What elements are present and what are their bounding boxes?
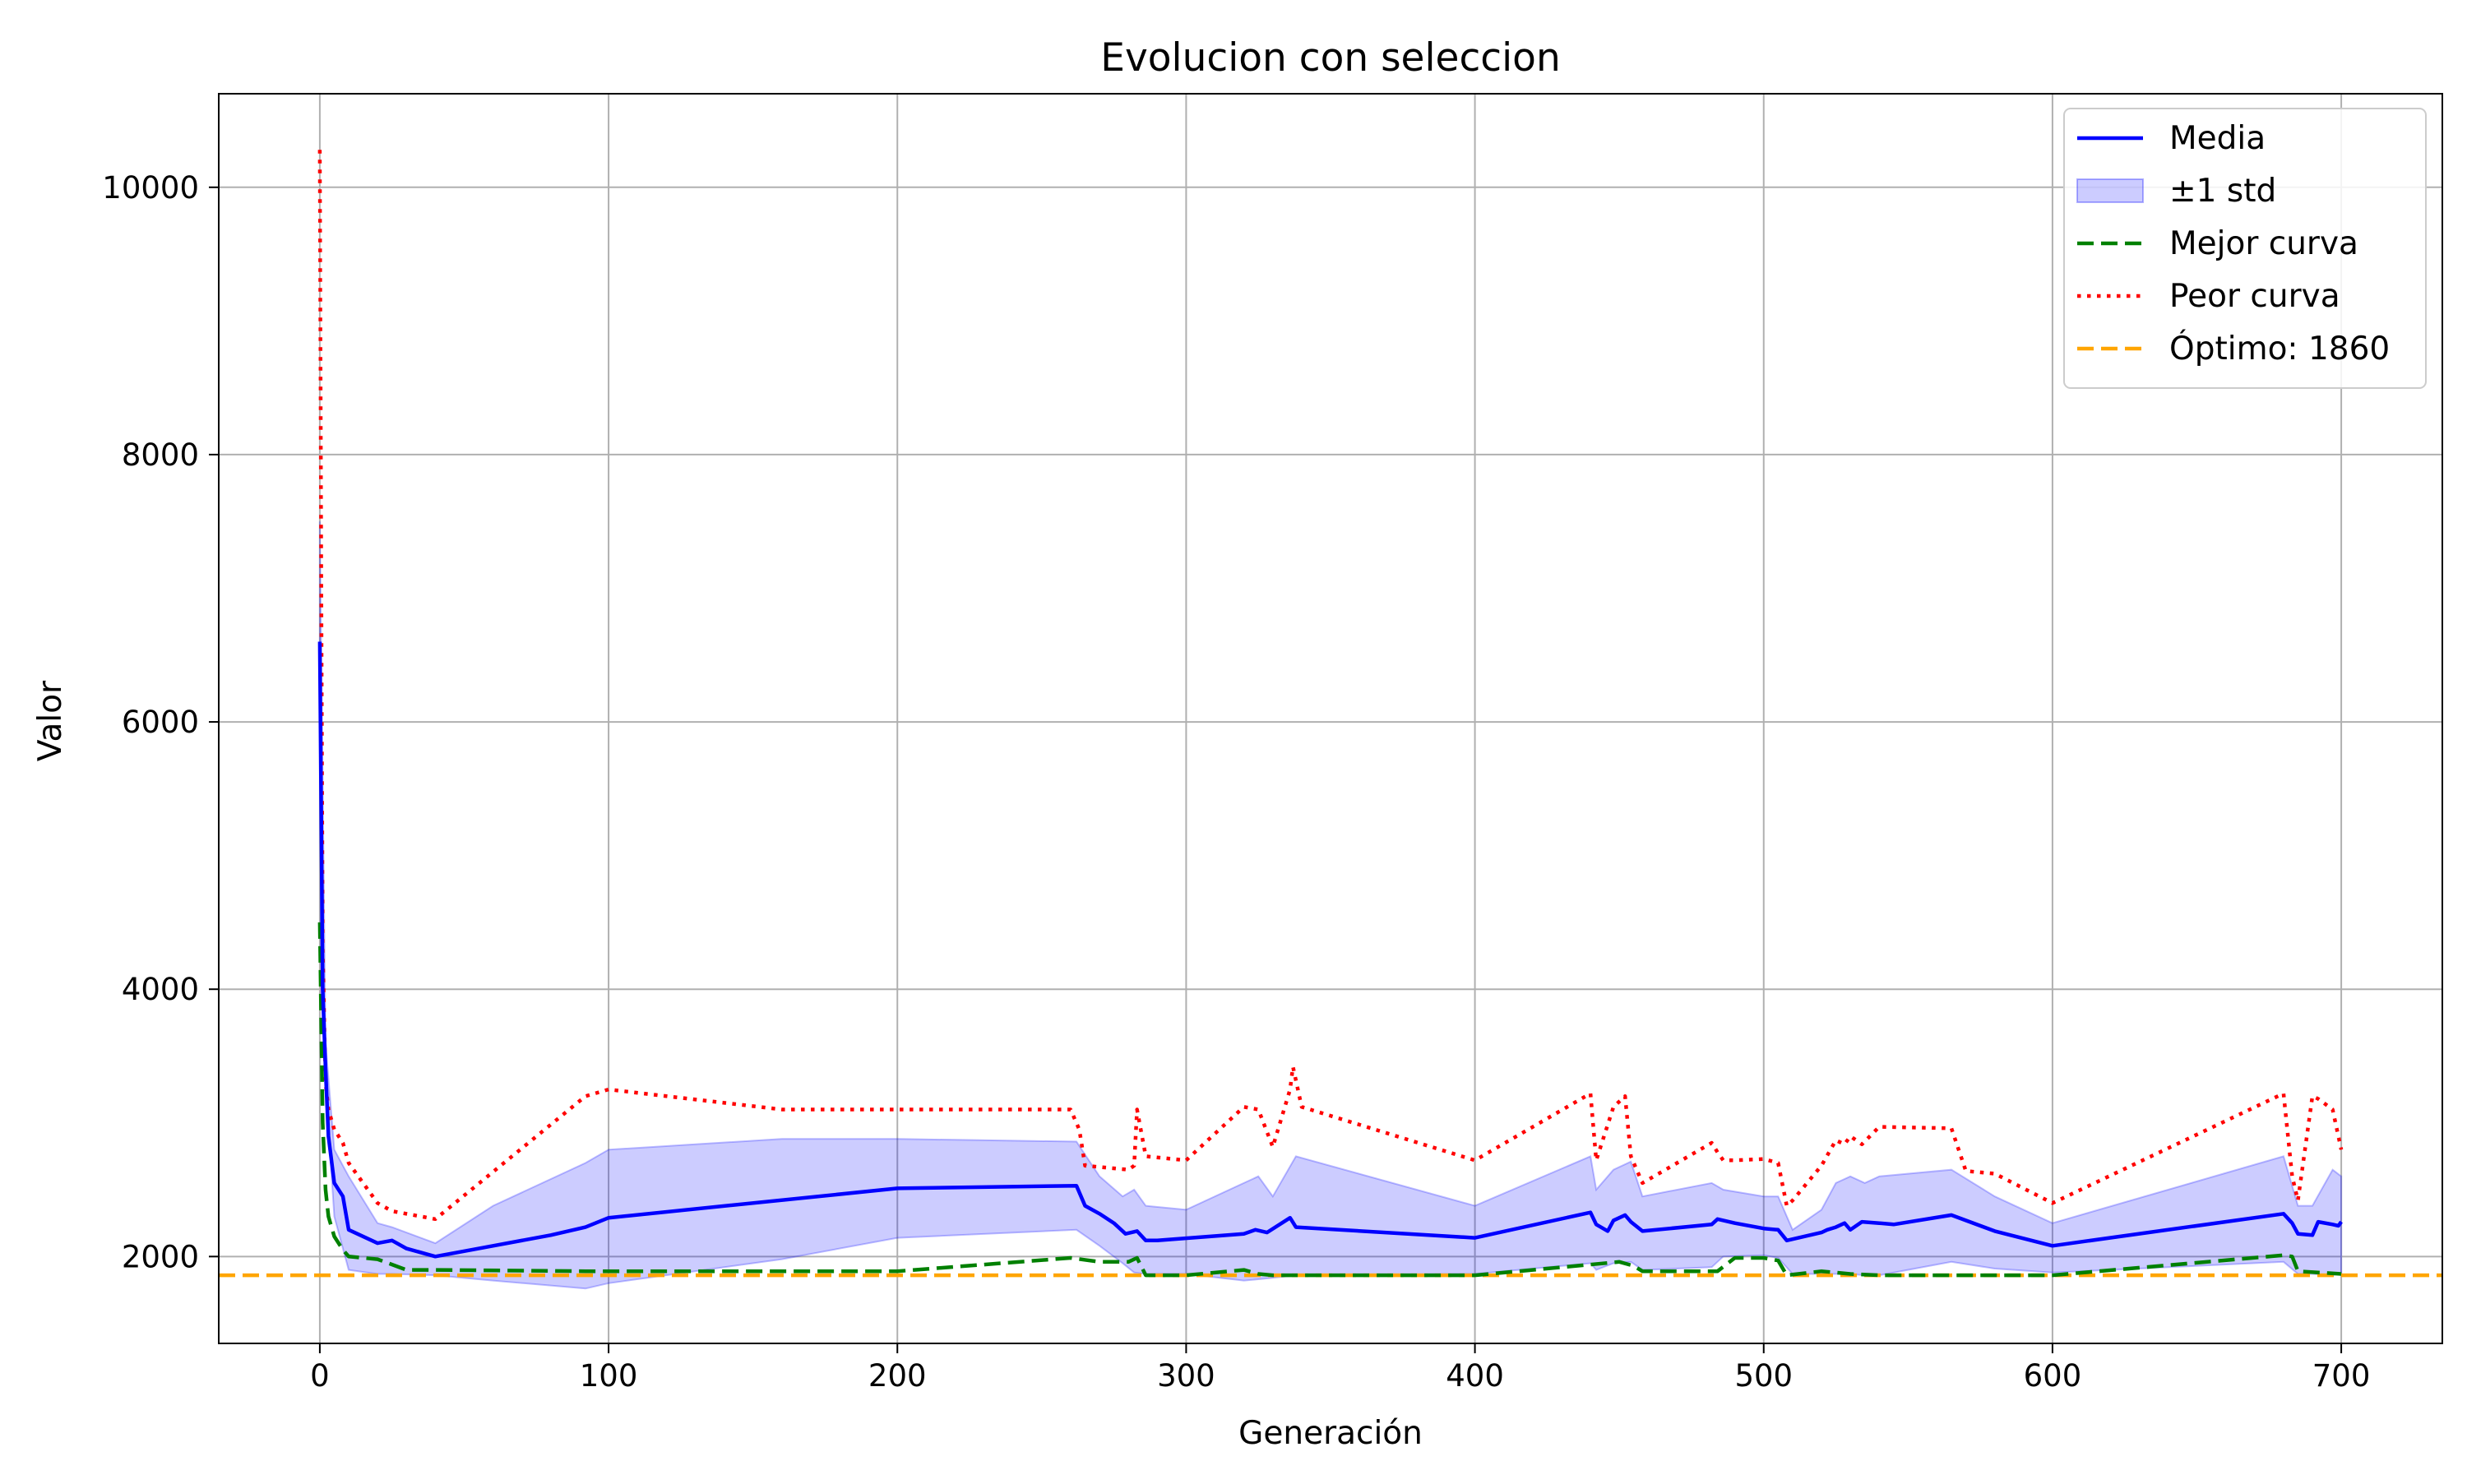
worst-curve-line <box>317 150 2344 1222</box>
axes: 0 100 200 300 400 500 600 700 2000 4000 6000 8000 10… <box>102 93 2443 1394</box>
chart-title: Evolucion con seleccion <box>1100 35 1560 81</box>
x-axis-label: Generación <box>1238 1415 1423 1452</box>
y-tick-label: 6000 <box>122 705 199 740</box>
x-tick-label: 400 <box>1446 1358 1504 1394</box>
mean-line <box>317 641 2343 1259</box>
legend: Media ±1 std Mejor curva Peor curva Óptimo: … <box>2063 108 2427 389</box>
y-tick-label: 10000 <box>102 170 199 206</box>
y-tick-label: 2000 <box>122 1239 199 1274</box>
x-tick-label: 600 <box>2024 1358 2082 1394</box>
legend-label-band: ±1 std <box>2169 173 2276 210</box>
y-tick-label: 4000 <box>122 972 199 1007</box>
x-tick-label: 300 <box>1157 1358 1215 1394</box>
best-curve-line <box>317 922 2342 1278</box>
x-tick-label: 200 <box>868 1358 927 1394</box>
x-tick-label: 100 <box>580 1358 638 1394</box>
legend-label-optimum: Óptimo: 1860 <box>2169 329 2390 368</box>
legend-swatch-std <box>2076 178 2144 203</box>
legend-label-best: Mejor curva <box>2169 225 2358 262</box>
x-tick-label: 700 <box>2312 1358 2371 1394</box>
series-layer <box>219 150 2442 1278</box>
legend-label-mean: Media <box>2169 120 2266 157</box>
legend-box <box>2063 108 2427 389</box>
legend-label-worst: Peor curva <box>2169 278 2340 315</box>
y-axis-label: Valor <box>32 680 69 761</box>
x-tick-label: 0 <box>310 1358 330 1394</box>
y-tick-label: 8000 <box>122 437 199 473</box>
x-tick-label: 500 <box>1734 1358 1793 1394</box>
plot-frame <box>218 93 2443 1344</box>
